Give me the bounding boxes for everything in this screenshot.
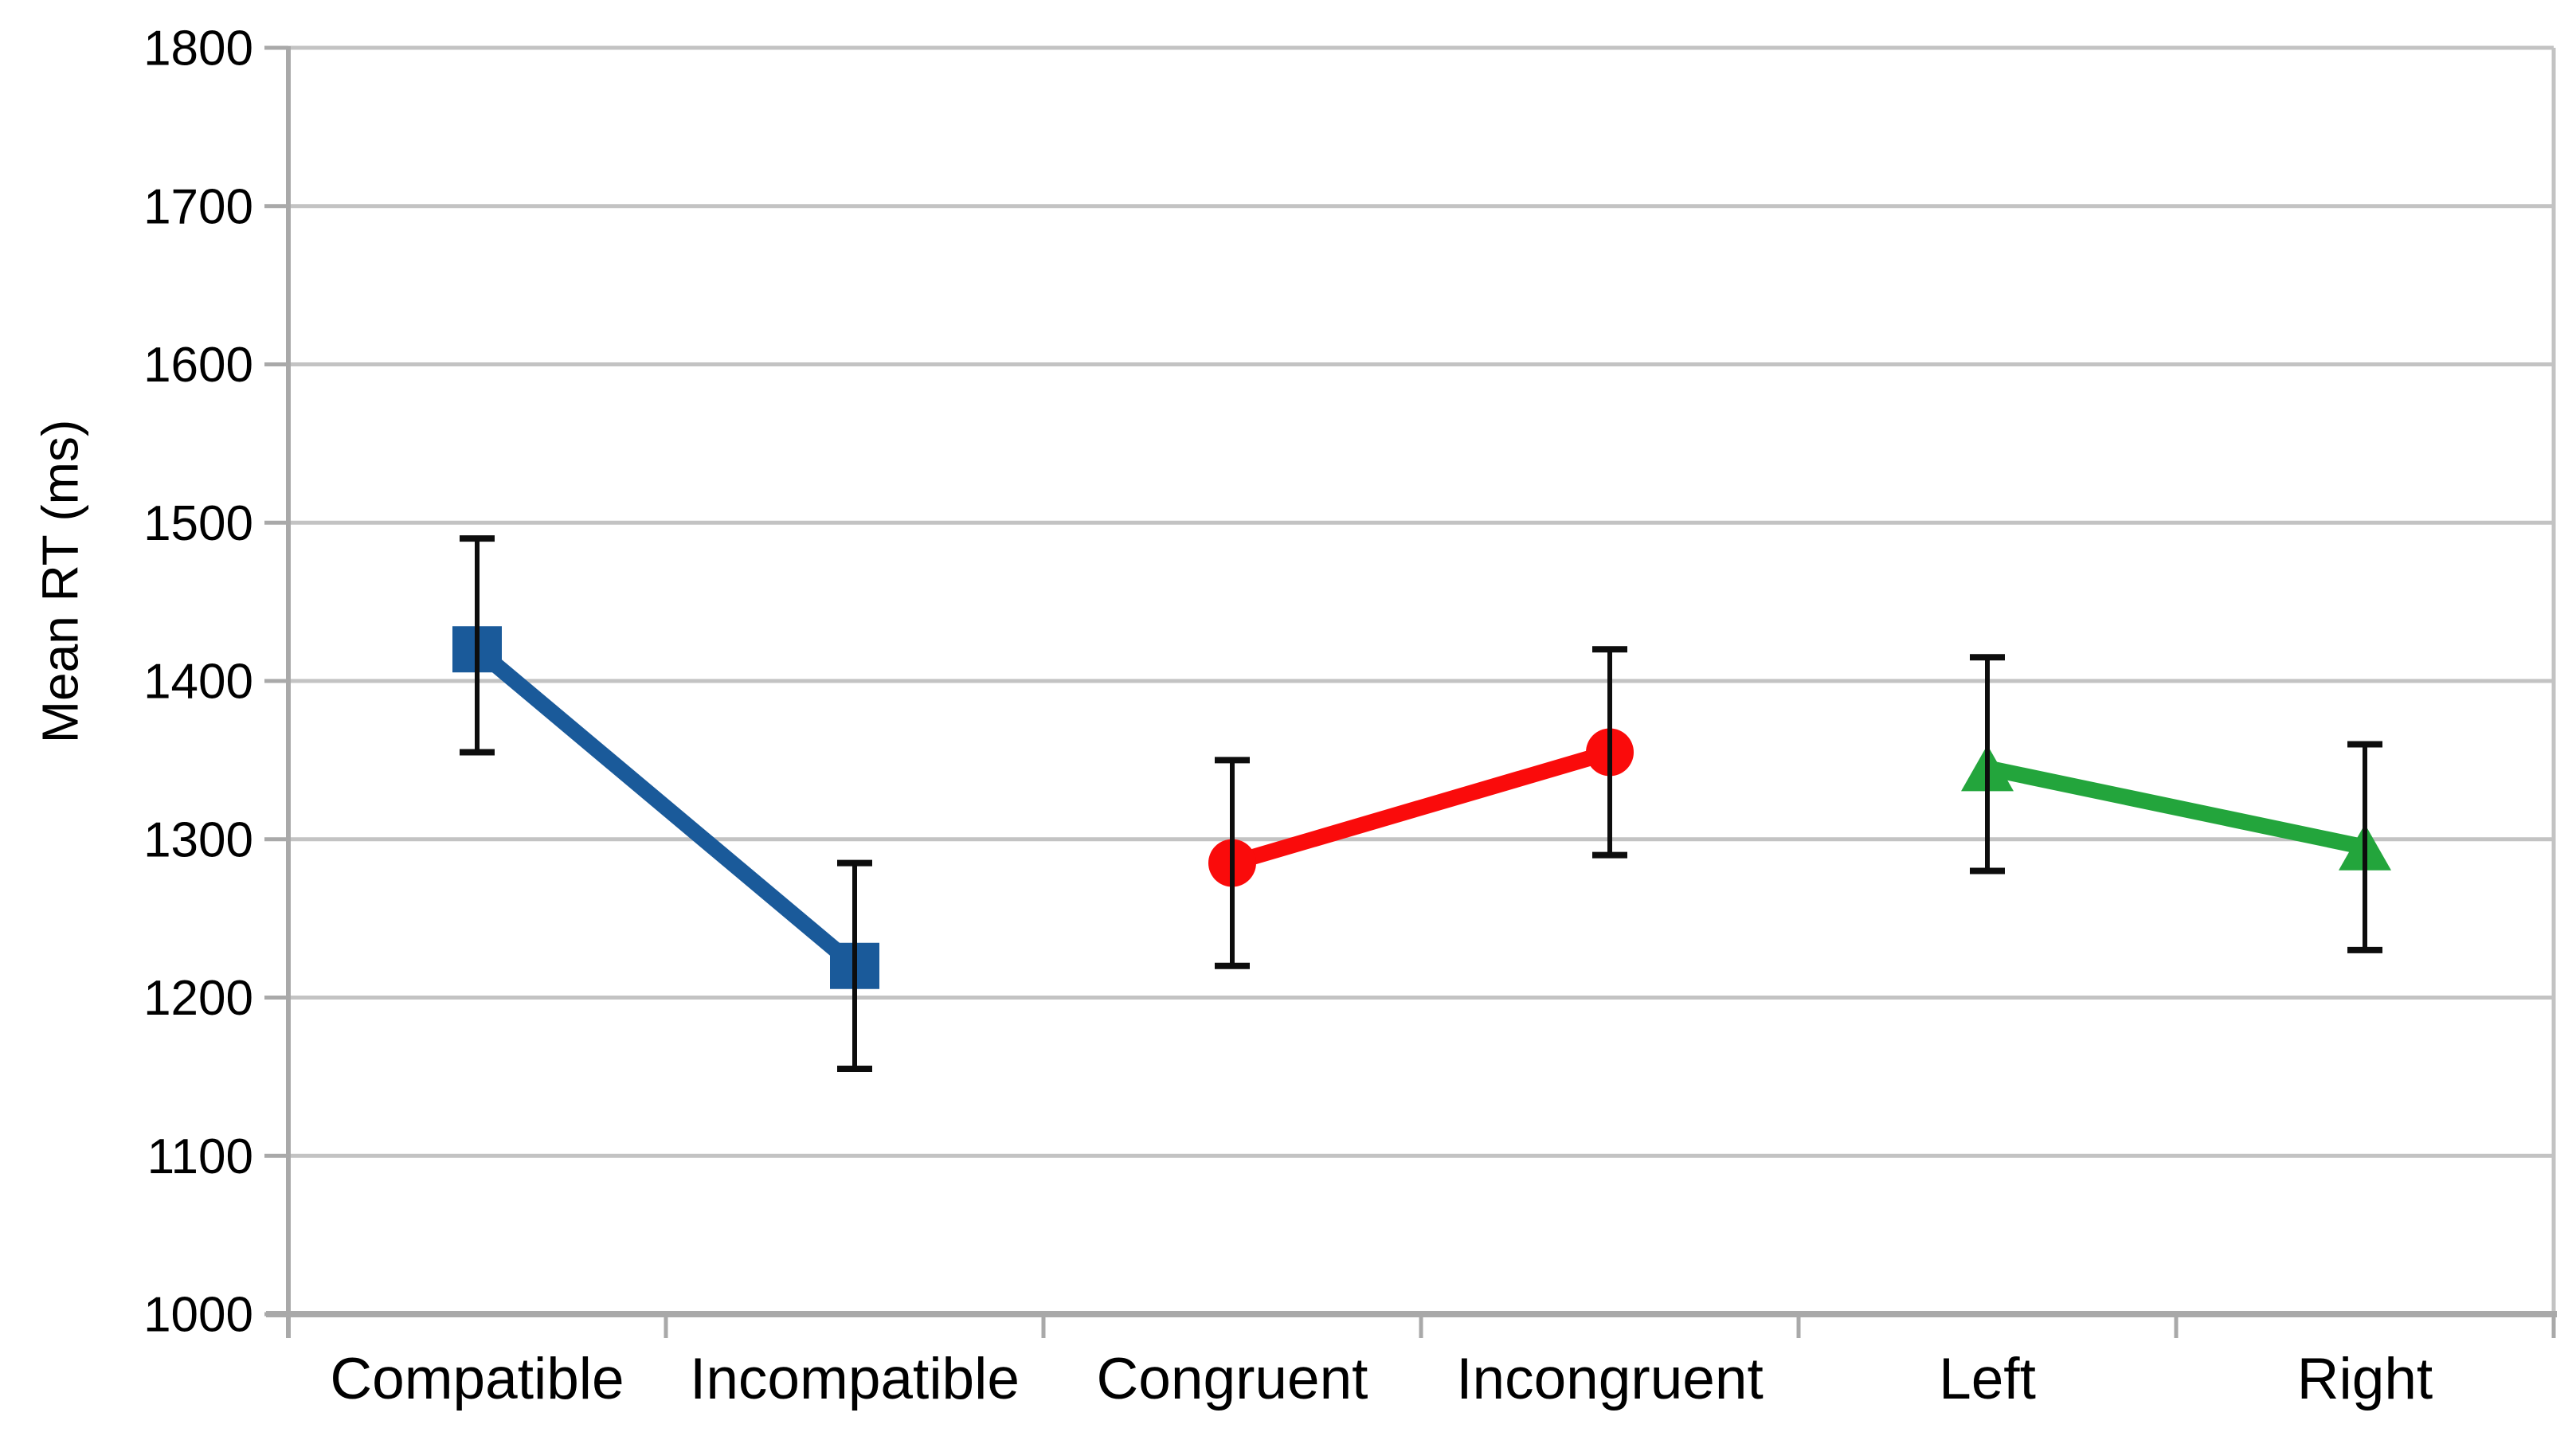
y-tick-label: 1000 [143, 1288, 253, 1343]
y-axis-title: Mean RT (ms) [31, 420, 88, 744]
y-tick-label: 1400 [143, 655, 253, 710]
x-category-label: Compatible [330, 1347, 624, 1411]
x-category-label: Incongruent [1456, 1347, 1764, 1411]
x-category-label: Congruent [1097, 1347, 1368, 1411]
x-category-label: Incompatible [690, 1347, 1020, 1411]
x-category-label: Left [1939, 1347, 2036, 1411]
y-tick-label: 1600 [143, 338, 253, 393]
series-2-line [1230, 744, 1612, 871]
y-tick-label: 1700 [143, 179, 253, 234]
y-tick-label: 1300 [143, 812, 253, 867]
series-1-line [472, 643, 860, 972]
y-tick-label: 1500 [143, 496, 253, 551]
error-bar-layer [460, 535, 2382, 1072]
gridline-layer [288, 45, 2556, 1314]
series-3-line [1985, 760, 2367, 855]
series-layer [452, 626, 2391, 989]
axis-layer [264, 45, 2557, 1338]
y-tick-label: 1100 [147, 1129, 253, 1184]
label-layer: 1000 1100 1200 1300 1400 1500 1600 1700 1800 Comp… [143, 22, 2433, 1411]
x-category-label: Right [2297, 1347, 2433, 1411]
y-tick-label: 1200 [143, 971, 253, 1026]
y-tick-label: 1800 [143, 22, 253, 76]
